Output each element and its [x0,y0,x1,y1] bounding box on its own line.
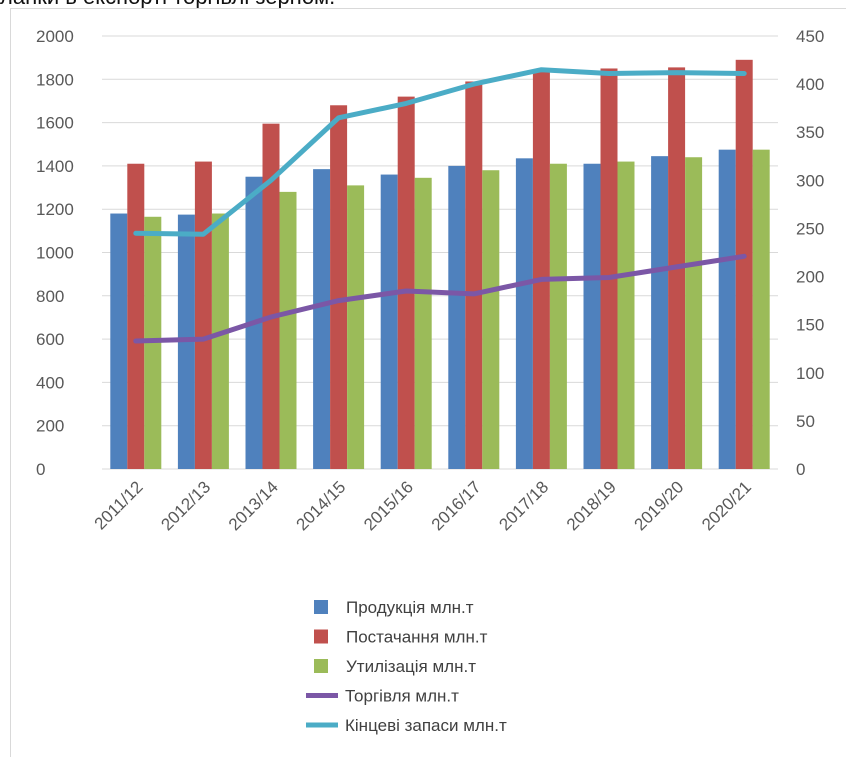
y-left-tick-label: 800 [36,287,64,306]
legend-swatch [314,659,328,673]
legend-label: Утилізація млн.т [346,657,476,676]
x-tick-label: 2012/13 [157,477,214,534]
bar-utilization [212,214,229,469]
bar-utilization [347,185,364,469]
y-right-tick-label: 300 [796,171,824,190]
bar-supply [465,81,482,469]
x-tick-label: 2013/14 [225,477,282,534]
x-tick-label: 2016/17 [428,477,485,534]
legend-swatch [314,630,328,644]
y-right-tick-label: 100 [796,364,824,383]
bar-production [110,214,127,469]
y-right-tick-label: 350 [796,123,824,142]
legend-swatch [314,600,328,614]
bar-supply [601,68,618,469]
x-tick-label: 2018/19 [563,477,620,534]
bar-production [381,175,398,469]
y-left-tick-label: 1400 [36,157,74,176]
y-left-tick-label: 1200 [36,200,74,219]
bar-utilization [685,157,702,469]
y-right-tick-label: 0 [796,460,805,479]
y-left-tick-label: 600 [36,330,64,349]
bar-production [719,150,736,469]
y-left-tick-label: 1800 [36,70,74,89]
bar-production [651,156,668,469]
bar-utilization [618,162,635,469]
y-right-tick-label: 250 [796,219,824,238]
y-right-tick-label: 50 [796,412,815,431]
bar-utilization [753,150,770,469]
legend: Продукція млн.т Постачання млн.т Утилізаці… [306,598,507,735]
x-tick-label: 2017/18 [495,477,552,534]
y-left-tick-label: 1000 [36,244,74,263]
bars [110,60,769,469]
bar-supply [127,164,144,469]
legend-label: Продукція млн.т [346,598,474,617]
y-right-tick-label: 450 [796,27,824,46]
bar-production [313,169,330,469]
y-right-tick-label: 150 [796,316,824,335]
bar-production [516,158,533,469]
x-tick-label: 2019/20 [631,477,688,534]
y-left-tick-label: 2000 [36,27,74,46]
bar-production [448,166,465,469]
x-tick-label: 2014/15 [293,477,350,534]
bar-supply [330,105,347,469]
y-left-tick-label: 1600 [36,114,74,133]
y-right-tick-label: 200 [796,268,824,287]
bar-utilization [280,192,297,469]
x-tick-label: 2011/12 [91,477,147,533]
bar-production [584,164,601,469]
x-tick-label: 2015/16 [360,477,417,534]
bar-supply [195,162,212,469]
y-left-tick-label: 200 [36,417,64,436]
bar-supply [736,60,753,469]
bar-utilization [415,178,432,469]
bar-supply [398,97,415,469]
y-left-tick-label: 0 [36,460,45,479]
legend-label: Кінцеві запаси млн.т [345,716,507,735]
bar-supply [533,71,550,469]
bar-utilization [482,170,499,469]
x-tick-label: 2020/21 [698,477,755,534]
legend-label: Постачання млн.т [346,628,488,647]
y-right-tick-label: 400 [796,75,824,94]
legend-label: Торгівля млн.т [345,687,459,706]
y-left-tick-label: 400 [36,373,64,392]
bar-utilization [550,164,567,469]
